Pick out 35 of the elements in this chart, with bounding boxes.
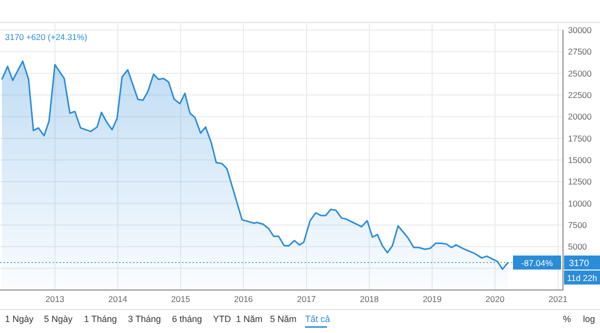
annotation: -87.04% [521, 258, 554, 268]
x-tick-label: 2019 [422, 294, 442, 304]
x-tick-label: 2014 [108, 294, 128, 304]
y-tick-label: 7500 [568, 220, 588, 230]
y-tick-label: 12500 [568, 176, 592, 187]
text: 11d 22h [567, 273, 598, 284]
text: YTD [213, 314, 232, 324]
text: 5 Ngày [44, 314, 74, 324]
text: 3 Tháng [128, 314, 161, 324]
x-tick-label: 2017 [297, 294, 316, 304]
y-tick-label: 25000 [568, 68, 592, 78]
x-tick-label: 2016 [234, 294, 254, 304]
y-tick-label: 15000 [568, 155, 592, 165]
text: % [563, 314, 572, 324]
y-tick-label: 10000 [568, 198, 592, 208]
text: 1 Ngày [5, 314, 34, 324]
x-tick-label: 2013 [45, 294, 65, 304]
x-tick-label: 2021 [548, 294, 568, 304]
y-tick-label: 17500 [568, 133, 592, 144]
y-tick-label: 5000 [568, 242, 588, 252]
text: Tất cả [305, 314, 330, 324]
text: 1 Năm [236, 314, 263, 324]
y-tick-label: 20000 [568, 112, 592, 122]
text: 1 Tháng [84, 314, 117, 324]
annotation: 3170 +620 (+24.31%) [5, 32, 88, 42]
y-tick-label: 27500 [568, 46, 592, 57]
text: 5 Năm [270, 314, 297, 324]
ref-line-label: 3170 [569, 258, 590, 268]
y-tick-label: 30000 [568, 25, 592, 35]
x-tick-label: 2018 [360, 294, 380, 304]
y-tick-label: 22500 [568, 90, 592, 100]
text: log [583, 314, 596, 324]
text: 6 tháng [172, 314, 202, 324]
x-tick-label: 2015 [171, 294, 190, 304]
x-tick-label: 2020 [486, 294, 505, 304]
